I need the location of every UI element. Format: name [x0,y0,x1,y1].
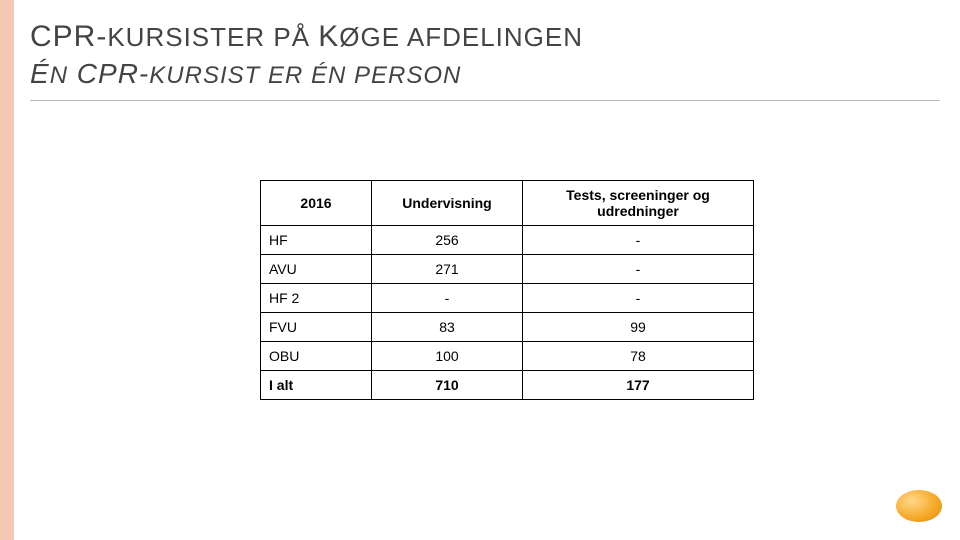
row-val: 83 [372,313,523,342]
table-row: HF 256 - [261,226,754,255]
table-body: HF 256 - AVU 271 - HF 2 - - FVU 83 99 OB… [261,226,754,400]
row-val: - [523,255,754,284]
row-val: - [523,284,754,313]
row-val: 100 [372,342,523,371]
row-val: 256 [372,226,523,255]
header-col2: Tests, screeninger og udredninger [523,181,754,226]
slide-subtitle: ÉN CPR-KURSIST ER ÉN PERSON [30,58,940,90]
header-year: 2016 [261,181,372,226]
table-row: OBU 100 78 [261,342,754,371]
table-total-row: I alt 710 177 [261,371,754,400]
table-row: AVU 271 - [261,255,754,284]
subtitle-part: KURSIST ER ÉN PERSON [149,62,461,89]
title-part: ØGE AFDELINGEN [339,22,583,52]
row-label: OBU [261,342,372,371]
row-val: 271 [372,255,523,284]
total-label: I alt [261,371,372,400]
row-label: AVU [261,255,372,284]
subtitle-part: É [30,58,50,89]
title-part: KURSISTER PÅ [107,22,318,52]
title-part: CPR- [30,20,107,53]
left-accent-stripe [0,0,14,540]
row-val: 99 [523,313,754,342]
header-col1: Undervisning [372,181,523,226]
title-divider [30,100,940,101]
row-label: HF [261,226,372,255]
data-table-wrap: 2016 Undervisning Tests, screeninger og … [260,180,754,400]
subtitle-part: N [50,62,68,89]
data-table: 2016 Undervisning Tests, screeninger og … [260,180,754,400]
subtitle-part: CPR- [68,58,149,89]
slide-content: CPR-KURSISTER PÅ KØGE AFDELINGEN ÉN CPR-… [30,20,940,109]
total-val: 710 [372,371,523,400]
row-label: FVU [261,313,372,342]
table-header-row: 2016 Undervisning Tests, screeninger og … [261,181,754,226]
slide-title: CPR-KURSISTER PÅ KØGE AFDELINGEN [30,20,940,54]
total-val: 177 [523,371,754,400]
title-part: K [318,20,339,53]
table-row: FVU 83 99 [261,313,754,342]
decorative-ellipse [896,490,942,522]
row-label: HF 2 [261,284,372,313]
row-val: - [523,226,754,255]
row-val: 78 [523,342,754,371]
row-val: - [372,284,523,313]
table-row: HF 2 - - [261,284,754,313]
